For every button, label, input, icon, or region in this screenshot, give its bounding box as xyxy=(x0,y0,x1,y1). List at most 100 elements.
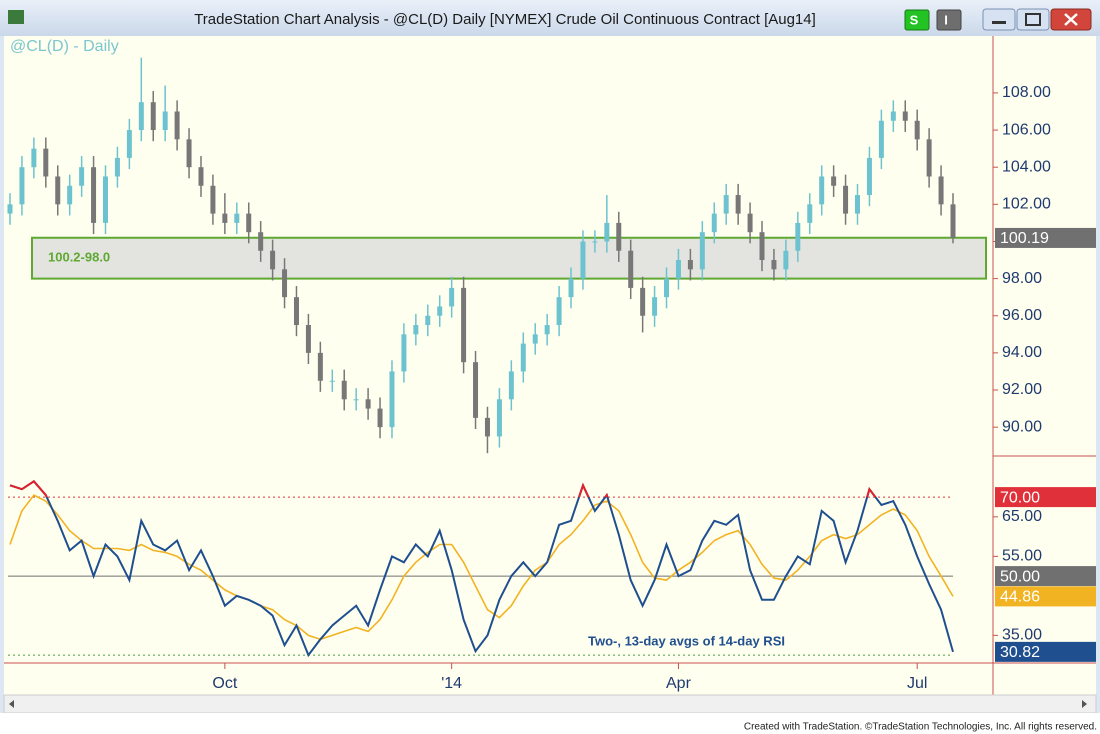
y-tick-label: 90.00 xyxy=(1002,418,1042,435)
candle-body xyxy=(759,232,765,261)
footer: Created with TradeStation. ©TradeStation… xyxy=(744,722,1097,733)
level-label: 50.00 xyxy=(1000,568,1040,585)
app-icon xyxy=(8,10,24,24)
maximize-icon xyxy=(1025,13,1041,26)
candle-body xyxy=(341,380,347,400)
y-tick-label: 106.00 xyxy=(1002,121,1051,138)
candle-body xyxy=(640,287,646,316)
candle-body xyxy=(79,167,85,186)
level-label-box xyxy=(995,487,1096,508)
candle-body xyxy=(652,297,658,316)
candle-body xyxy=(664,278,670,298)
rsi-line xyxy=(9,479,954,658)
candle-body xyxy=(711,213,717,233)
candle-body xyxy=(19,167,25,205)
candle-body xyxy=(162,111,168,131)
scroll-right[interactable] xyxy=(1082,700,1087,708)
candle-body xyxy=(592,241,598,243)
scroll-left[interactable] xyxy=(9,700,14,708)
y-tick-label: 55.00 xyxy=(1002,548,1042,565)
candle-body xyxy=(532,334,538,344)
last-value: 44.86 xyxy=(1000,589,1040,606)
candle-body xyxy=(950,204,956,238)
candle-body xyxy=(938,176,944,205)
y-tick-label: 35.00 xyxy=(1002,627,1042,644)
candle-body xyxy=(914,120,920,140)
candle-body xyxy=(270,250,276,270)
candle-body xyxy=(210,185,216,214)
candle-body xyxy=(675,260,681,279)
candle-body xyxy=(735,195,741,214)
candle-body xyxy=(31,148,37,168)
candle-body xyxy=(377,408,383,428)
x-tick-label: Apr xyxy=(666,675,692,692)
candle-body xyxy=(389,371,395,428)
candle-body xyxy=(437,306,443,316)
candle-body xyxy=(126,130,132,158)
candle-body xyxy=(795,222,801,251)
candle-body xyxy=(7,204,13,214)
candle-body xyxy=(878,120,884,158)
y-tick-label: 102.00 xyxy=(1002,196,1051,213)
last-price: 100.19 xyxy=(1000,230,1049,247)
candle-body xyxy=(222,213,228,223)
maximize-button[interactable] xyxy=(1016,8,1050,31)
candle-body xyxy=(365,399,371,409)
last-price-box xyxy=(995,227,1096,248)
candle-body xyxy=(520,343,526,372)
candle-body xyxy=(114,157,120,177)
candle-body xyxy=(723,195,729,214)
candle-body xyxy=(317,352,323,381)
candle-body xyxy=(401,334,407,372)
y-tick-label: 94.00 xyxy=(1002,344,1042,361)
candle-body xyxy=(43,148,49,177)
x-tick-label: Oct xyxy=(212,675,237,692)
candle-body xyxy=(305,325,311,353)
candle-body xyxy=(55,176,61,205)
candle-body xyxy=(473,362,479,418)
candle-body xyxy=(449,287,455,307)
s-button-label: S xyxy=(910,12,919,27)
candle-body xyxy=(902,111,908,121)
rsi-line xyxy=(9,494,954,641)
zone-label: 100.2-98.0 xyxy=(48,250,110,265)
support-zone xyxy=(31,236,987,280)
candle-body xyxy=(866,157,872,196)
minimize-button[interactable] xyxy=(982,8,1016,31)
candle-body xyxy=(508,371,514,400)
candle-body xyxy=(234,213,240,223)
s-button[interactable] xyxy=(904,9,930,31)
y-tick-label: 65.00 xyxy=(1002,508,1042,525)
chart-area xyxy=(4,36,1096,695)
candle-body xyxy=(747,213,753,233)
candle-body xyxy=(890,111,896,121)
candle-body xyxy=(771,260,777,270)
candle-body xyxy=(580,241,586,279)
candle-body xyxy=(616,222,622,251)
y-tick-label: 98.00 xyxy=(1002,270,1042,287)
candle-body xyxy=(807,204,813,223)
y-tick-label: 96.00 xyxy=(1002,307,1042,324)
candle-body xyxy=(174,111,180,140)
annotation: Two-, 13-day avgs of 14-day RSI xyxy=(588,633,785,648)
candle-body xyxy=(484,417,490,437)
candle-body xyxy=(413,325,419,335)
candle-body xyxy=(556,297,562,326)
scrollbar[interactable] xyxy=(3,694,1097,714)
i-button-label: I xyxy=(944,12,948,27)
candle-body xyxy=(150,102,156,131)
candle-body xyxy=(293,297,299,326)
x-tick-label: '14 xyxy=(441,675,462,692)
candle-body xyxy=(783,250,789,270)
i-button[interactable] xyxy=(936,9,962,31)
candle-body xyxy=(67,185,73,205)
candle-body xyxy=(425,315,431,326)
candle-body xyxy=(353,399,359,401)
level-label: 70.00 xyxy=(1000,489,1040,506)
candle-body xyxy=(819,176,825,205)
candle-body xyxy=(102,176,108,223)
candle-body xyxy=(568,278,574,298)
last-value: 30.82 xyxy=(1000,644,1040,661)
